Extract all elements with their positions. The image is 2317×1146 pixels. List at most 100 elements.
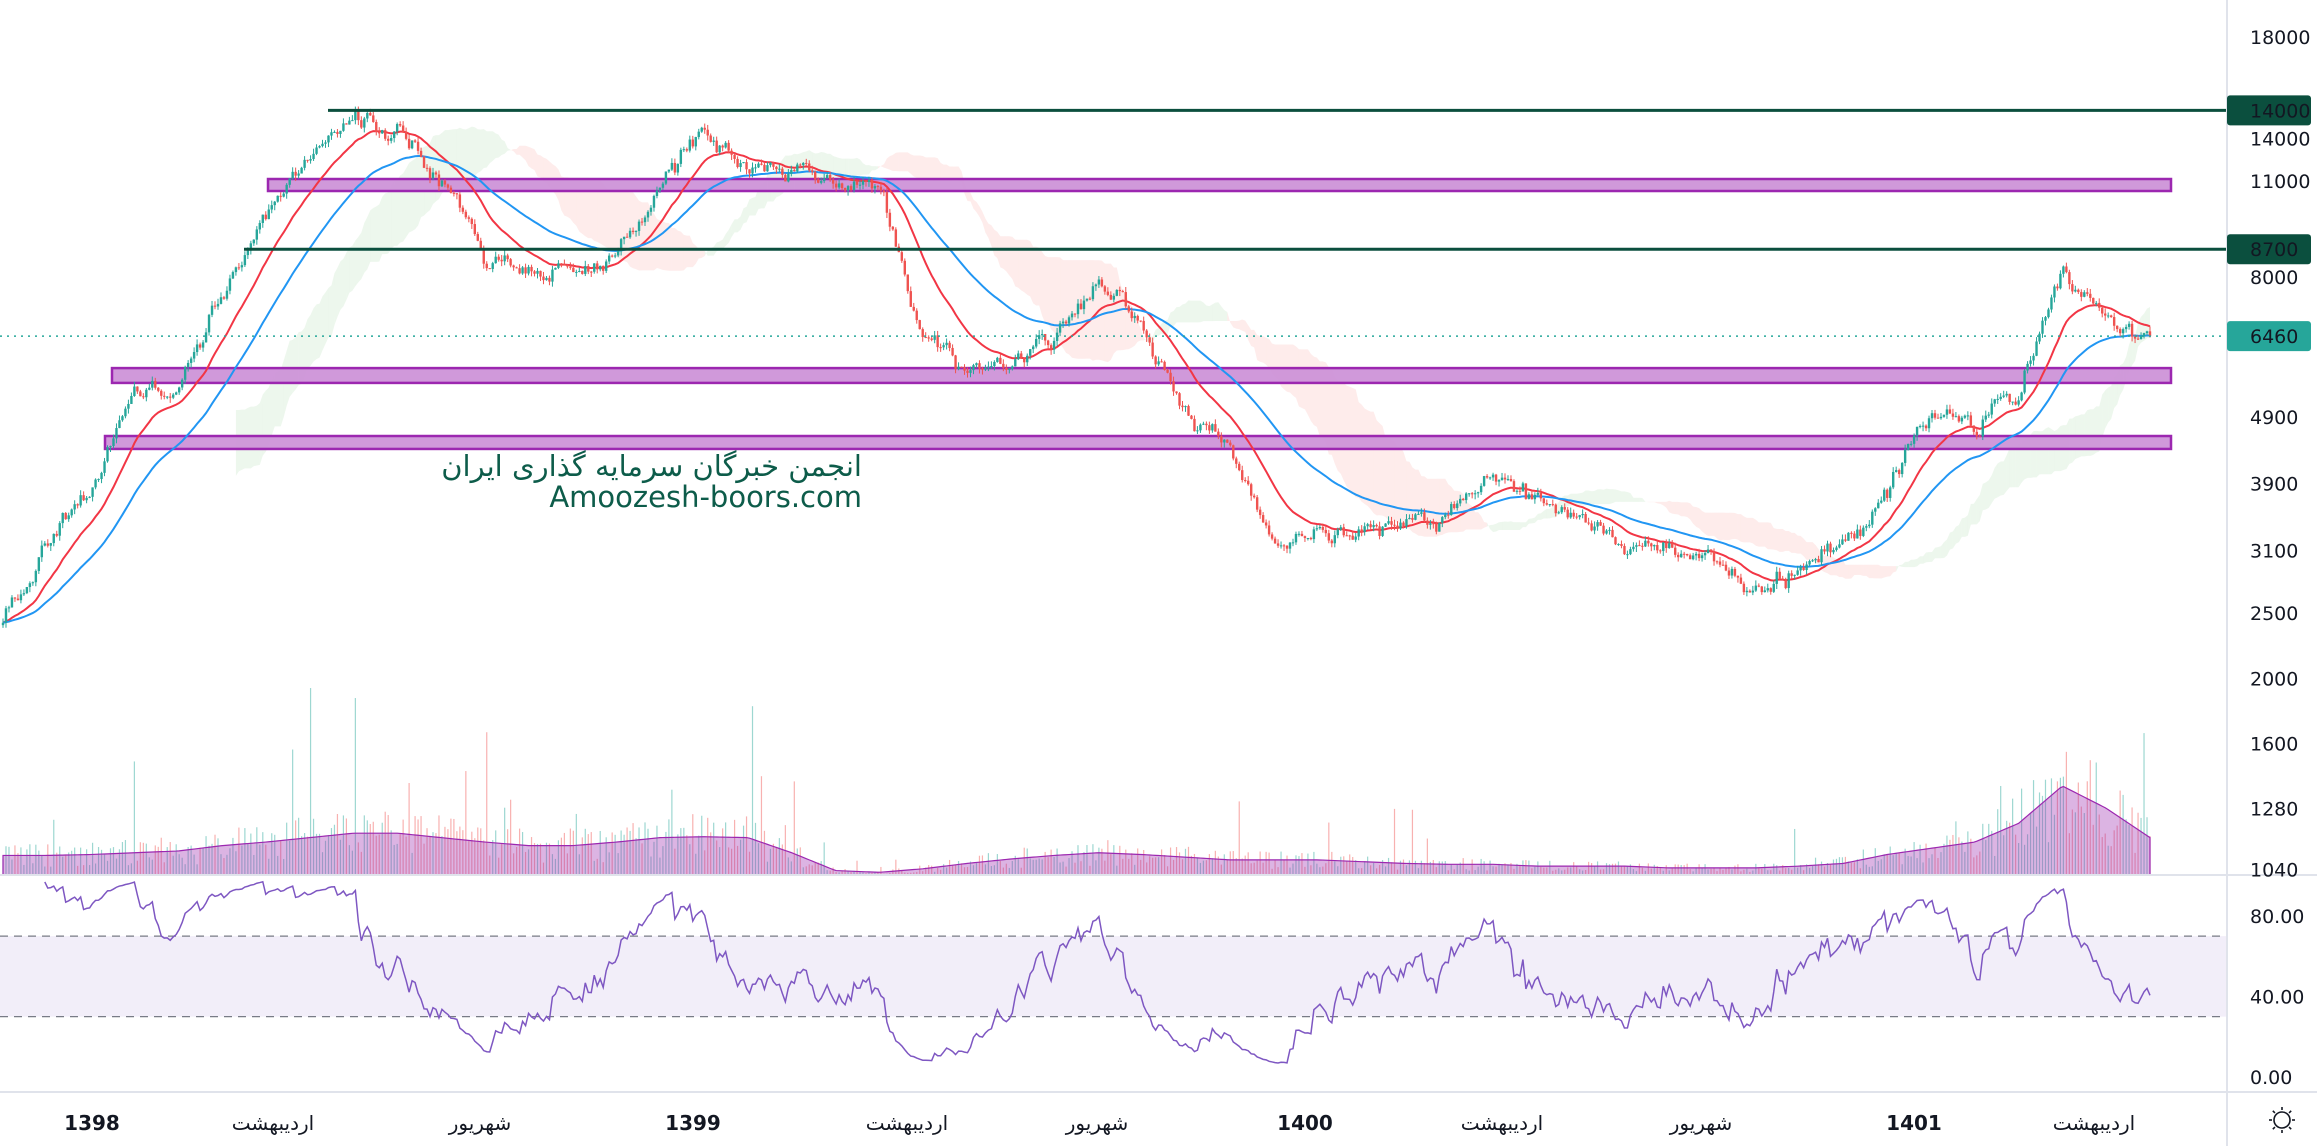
candle-body (4, 608, 8, 623)
price-axis-label: 14000 (2250, 128, 2310, 150)
price-axis-label: 2000 (2250, 668, 2298, 690)
volume-bar (1304, 866, 1306, 875)
sun-gear-icon[interactable] (2269, 1107, 2295, 1133)
cloud-segment (1478, 512, 1482, 530)
volume-bar (1820, 861, 1823, 875)
cloud-segment (1627, 491, 1631, 502)
candle (1172, 376, 1175, 396)
candle (533, 270, 536, 277)
candle-body (885, 192, 889, 213)
candle-body (1294, 533, 1298, 543)
volume-bar (1235, 858, 1237, 875)
candle (548, 275, 551, 286)
candle (2026, 361, 2029, 374)
candle-body (852, 181, 856, 190)
candle (1450, 501, 1453, 516)
candle (387, 135, 390, 146)
candle (1429, 519, 1432, 530)
candle (1091, 282, 1095, 302)
volume-bar (100, 849, 103, 875)
candle (1605, 529, 1608, 535)
cloud-segment (1516, 522, 1520, 531)
candle (207, 313, 211, 336)
candle-body (2011, 401, 2014, 403)
candle-body (1342, 527, 1345, 536)
cloud-segment (1066, 260, 1070, 355)
candle (2053, 284, 2056, 303)
candle (416, 137, 420, 155)
volume-bar (94, 863, 97, 875)
volume-bar (671, 789, 673, 875)
volume-bar (163, 862, 165, 875)
volume-bar (2071, 809, 2073, 875)
volume-bar (1925, 843, 1927, 875)
candle (793, 168, 796, 172)
candle (1930, 410, 1934, 423)
candle-body (94, 479, 97, 488)
cloud-segment (1976, 494, 1980, 525)
time-axis-label: 1399 (665, 1111, 721, 1135)
volume-bar (513, 853, 515, 875)
candle-body (909, 291, 912, 307)
volume-bar (256, 827, 258, 875)
volume-bar (838, 872, 840, 875)
candle (1166, 368, 1169, 374)
candle (667, 169, 671, 174)
candle (1032, 344, 1035, 354)
volume-bar (214, 834, 216, 875)
candle (634, 230, 638, 237)
candle-body (2029, 360, 2032, 364)
volume-bar (650, 856, 652, 875)
candle (682, 146, 686, 153)
cloud-segment (382, 193, 386, 255)
cloud-segment (1582, 490, 1586, 506)
candle-body (1252, 495, 1256, 498)
volume-bar (65, 854, 67, 875)
candle (1709, 549, 1713, 555)
candle (473, 219, 477, 236)
candle-body (1229, 442, 1232, 446)
candle-body (1942, 414, 1946, 417)
cloud-segment (1964, 515, 1968, 537)
candle-body (1094, 284, 1098, 287)
candle (1668, 538, 1671, 549)
candle-body (446, 184, 450, 188)
volume-bar (1489, 860, 1491, 875)
volume-bar (1008, 867, 1010, 875)
candle-body (201, 342, 205, 348)
candle-body (814, 171, 817, 180)
cloud-segment (734, 219, 738, 233)
candle-body (999, 357, 1002, 364)
candle (960, 366, 963, 368)
volume-bar (1528, 860, 1530, 875)
candle (607, 253, 611, 265)
volume-bar (659, 857, 661, 875)
volume-bar (312, 818, 315, 875)
candle (1793, 574, 1796, 580)
candle-body (933, 335, 936, 340)
candle (503, 250, 506, 266)
candle-body (1381, 526, 1384, 536)
cloud-segment (1269, 338, 1273, 374)
candle (19, 589, 23, 604)
candle (2011, 401, 2014, 406)
last-price-badge (2227, 321, 2311, 352)
cloud-segment (967, 191, 971, 202)
candle-body (1539, 492, 1543, 499)
candle (769, 162, 772, 168)
volume-bar (2044, 779, 2047, 875)
volume-bar (951, 865, 954, 875)
candle-body (784, 174, 787, 182)
candle (939, 343, 942, 352)
cloud-segment (1812, 542, 1816, 563)
candle-body (966, 370, 969, 373)
candle (1291, 538, 1295, 547)
cloud-segment (1122, 292, 1126, 351)
volume-bar (641, 843, 643, 875)
candle-body (1267, 525, 1271, 535)
candle-body (1862, 527, 1865, 536)
volume-bar (1994, 855, 1996, 875)
candle-body (133, 386, 136, 396)
cloud-segment (1200, 300, 1204, 323)
